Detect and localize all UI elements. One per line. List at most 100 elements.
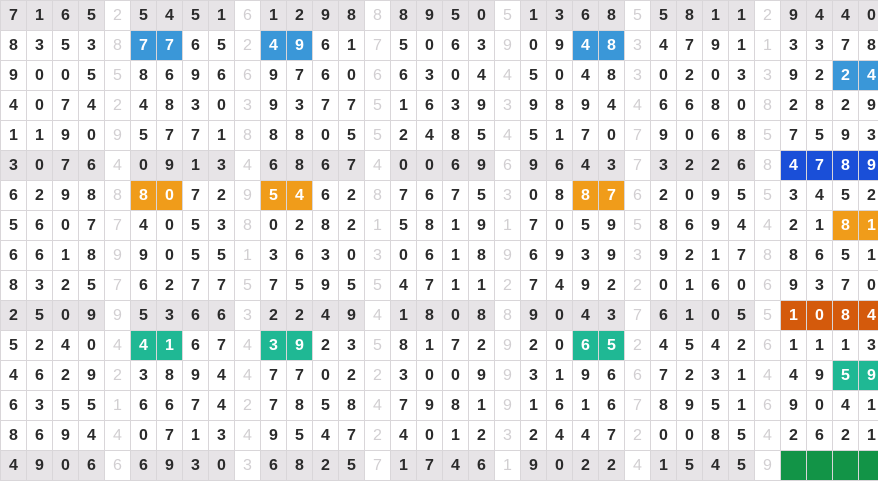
separator-cell: 9 — [755, 451, 781, 481]
digit-cell: 5 — [339, 121, 365, 151]
digit-cell: 5 — [79, 271, 105, 301]
digit-cell: 5 — [209, 31, 235, 61]
digit-cell: 7 — [781, 121, 807, 151]
digit-cell: 3 — [729, 61, 755, 91]
highlighted-digit-cell: 9 — [859, 361, 878, 391]
separator-cell: 2 — [105, 91, 131, 121]
digit-cell: 0 — [157, 211, 183, 241]
digit-cell: 9 — [547, 241, 573, 271]
digit-cell: 5 — [27, 301, 53, 331]
digit-cell: 4 — [573, 151, 599, 181]
digit-cell: 6 — [599, 361, 625, 391]
separator-cell: 9 — [105, 241, 131, 271]
highlighted-digit-cell: 1 — [157, 331, 183, 361]
digit-cell: 3 — [183, 91, 209, 121]
digit-cell: 9 — [417, 1, 443, 31]
separator-cell: 5 — [625, 1, 651, 31]
grid-row: 86944071349547240123244720085426213 — [1, 421, 878, 451]
digit-cell: 9 — [651, 121, 677, 151]
digit-cell: 8 — [287, 391, 313, 421]
digit-cell: 9 — [781, 61, 807, 91]
digit-cell: 3 — [79, 31, 105, 61]
highlighted-digit-cell: 0 — [807, 301, 833, 331]
digit-cell: 2 — [261, 301, 287, 331]
separator-cell: 2 — [235, 391, 261, 421]
digit-cell: 8 — [417, 301, 443, 331]
digit-cell: 6 — [183, 301, 209, 331]
digit-cell: 7 — [183, 271, 209, 301]
digit-cell: 9 — [573, 361, 599, 391]
digit-cell: 4 — [131, 211, 157, 241]
digit-cell: 4 — [209, 391, 235, 421]
digit-cell: 0 — [53, 451, 79, 481]
digit-cell: 9 — [469, 361, 495, 391]
digit-cell: 3 — [703, 361, 729, 391]
digit-cell: 7 — [261, 271, 287, 301]
separator-cell: 2 — [365, 421, 391, 451]
highlighted-digit-cell: 9 — [287, 31, 313, 61]
digit-cell: 4 — [1, 91, 27, 121]
digit-cell: 1 — [729, 1, 755, 31]
highlighted-digit-cell: 8 — [573, 181, 599, 211]
digit-cell: 1 — [703, 1, 729, 31]
digit-cell: 3 — [157, 301, 183, 331]
digit-cell: 5 — [131, 121, 157, 151]
highlighted-digit-cell: 4 — [131, 331, 157, 361]
digit-cell: 1 — [417, 331, 443, 361]
digit-cell: 9 — [781, 391, 807, 421]
digit-cell: 7 — [443, 181, 469, 211]
digit-cell: 5 — [391, 31, 417, 61]
separator-cell: 2 — [625, 331, 651, 361]
digit-cell: 6 — [417, 181, 443, 211]
digit-cell: 0 — [547, 331, 573, 361]
separator-cell: 8 — [495, 301, 521, 331]
digit-cell: 3 — [27, 31, 53, 61]
digit-cell: 7 — [391, 181, 417, 211]
digit-cell: 5 — [469, 121, 495, 151]
digit-cell: 6 — [157, 61, 183, 91]
digit-cell: 5 — [183, 211, 209, 241]
digit-cell: 8 — [339, 391, 365, 421]
digit-cell: 1 — [443, 421, 469, 451]
digit-cell: 7 — [183, 121, 209, 151]
digit-cell: 4 — [469, 61, 495, 91]
digit-cell: 5 — [79, 1, 105, 31]
digit-cell: 7 — [209, 331, 235, 361]
digit-cell: 1 — [1, 121, 27, 151]
digit-cell: 7 — [183, 391, 209, 421]
separator-cell: 4 — [105, 331, 131, 361]
digit-cell: 9 — [1, 61, 27, 91]
digit-cell: 2 — [469, 421, 495, 451]
digit-cell: 8 — [339, 1, 365, 31]
digit-cell: 0 — [339, 241, 365, 271]
digit-cell: 5 — [443, 1, 469, 31]
digit-cell: 0 — [547, 301, 573, 331]
digit-cell: 4 — [417, 121, 443, 151]
separator-cell: 3 — [235, 301, 261, 331]
digit-cell: 6 — [391, 61, 417, 91]
digit-cell: 2 — [703, 151, 729, 181]
digit-cell: 9 — [339, 301, 365, 331]
digit-cell: 2 — [27, 331, 53, 361]
digit-cell: 0 — [131, 421, 157, 451]
separator-cell: 7 — [105, 211, 131, 241]
separator-cell: 2 — [495, 271, 521, 301]
digit-cell: 0 — [651, 271, 677, 301]
separator-cell: 3 — [625, 61, 651, 91]
digit-cell: 6 — [599, 391, 625, 421]
digit-cell: 3 — [27, 391, 53, 421]
separator-cell: 4 — [495, 121, 521, 151]
grid-row: 62988807295462876753088762095534527 — [1, 181, 878, 211]
digit-cell: 6 — [677, 91, 703, 121]
digit-cell: 0 — [677, 181, 703, 211]
digit-cell: 9 — [521, 151, 547, 181]
digit-cell: 6 — [807, 421, 833, 451]
digit-cell: 5 — [183, 241, 209, 271]
digit-cell: 3 — [521, 361, 547, 391]
digit-cell: 8 — [391, 331, 417, 361]
digit-cell: 5 — [573, 211, 599, 241]
digit-cell: 9 — [183, 361, 209, 391]
separator-cell: 3 — [625, 241, 651, 271]
digit-cell: 7 — [261, 391, 287, 421]
